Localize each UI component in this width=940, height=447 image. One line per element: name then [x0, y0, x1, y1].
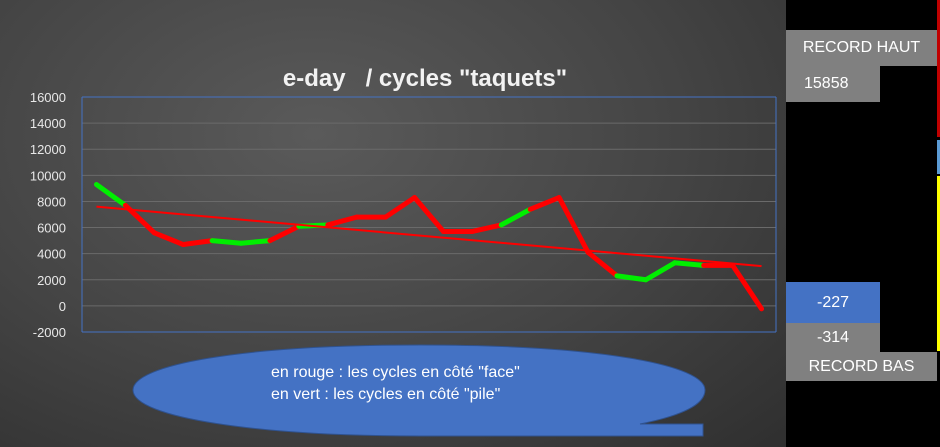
series-segment-green: [93, 181, 128, 208]
y-tick-label: 4000: [37, 247, 66, 262]
series-segment-red: [325, 214, 360, 228]
record-bas-label: RECORD BAS: [786, 352, 937, 381]
callout-line-red: en rouge : les cycles en côté "face": [271, 364, 520, 381]
record-haut-value: 15858: [786, 66, 880, 102]
y-tick-label: 0: [59, 299, 66, 314]
chart-area: e-day / cycles "taquets" -2000 0 2000 4000 6…: [0, 0, 786, 447]
series-segment-green: [498, 206, 533, 228]
y-tick-label: 12000: [30, 142, 66, 157]
series-segment-green: [614, 273, 649, 283]
blue-cell: [937, 140, 940, 174]
chart-title: e-day / cycles "taquets": [283, 65, 567, 92]
yellow-cells: [937, 176, 940, 351]
series-segment-green: [643, 260, 678, 283]
y-tick-label: 10000: [30, 168, 66, 183]
series-segment-red: [556, 195, 591, 255]
y-tick-label: -2000: [33, 325, 66, 340]
y-tick-label: 16000: [30, 90, 66, 105]
series-segment-red: [383, 195, 418, 220]
series-segment-red: [412, 195, 446, 234]
y-tick-label: 8000: [37, 194, 66, 209]
series-segment-green: [672, 260, 707, 268]
callout-text: en rouge : les cycles en côté "face" en …: [271, 362, 520, 406]
current-value: -227: [786, 282, 880, 323]
y-tick-label: 6000: [37, 221, 66, 236]
series-segment-red: [730, 262, 765, 312]
series-segment-green: [209, 238, 244, 246]
series-segment-red: [180, 238, 215, 248]
series-segment-red: [469, 222, 504, 234]
line-chart: e-day / cycles "taquets" -2000 0 2000 4000 6…: [30, 65, 777, 340]
record-bas-value: -314: [786, 323, 880, 352]
callout-line-green: en vert : les cycles en côté "pile": [271, 386, 501, 403]
series-segment-red: [267, 223, 302, 244]
series-segment-green: [238, 238, 273, 246]
series-segment-red: [527, 195, 562, 212]
trendline: [96, 205, 762, 268]
callout-shape: [132, 344, 706, 437]
series-segment-red: [585, 249, 620, 279]
y-tick-label: 14000: [30, 116, 66, 131]
red-cell-border: [937, 0, 940, 137]
series-segment-red: [151, 230, 186, 248]
y-tick-label: 2000: [37, 273, 66, 288]
record-haut-label: RECORD HAUT: [786, 30, 937, 66]
